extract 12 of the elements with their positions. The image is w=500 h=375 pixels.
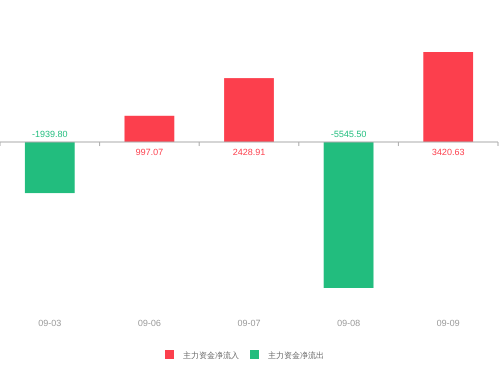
data-label: -5545.50 — [330, 129, 366, 140]
x-tick-label: 09-08 — [337, 318, 360, 328]
legend-label: 主力资金净流入 — [183, 351, 239, 360]
legend-label: 主力资金净流出 — [268, 351, 324, 360]
x-tick-label: 09-09 — [436, 318, 460, 328]
data-label: 2428.91 — [232, 147, 266, 158]
data-label: 3420.63 — [432, 147, 464, 158]
data-label: 997.07 — [136, 147, 164, 158]
data-label: -1939.80 — [32, 129, 68, 140]
x-tick-label: 09-03 — [38, 318, 62, 328]
x-tick-label: 09-07 — [237, 318, 261, 328]
x-tick-label: 09-06 — [138, 318, 161, 328]
